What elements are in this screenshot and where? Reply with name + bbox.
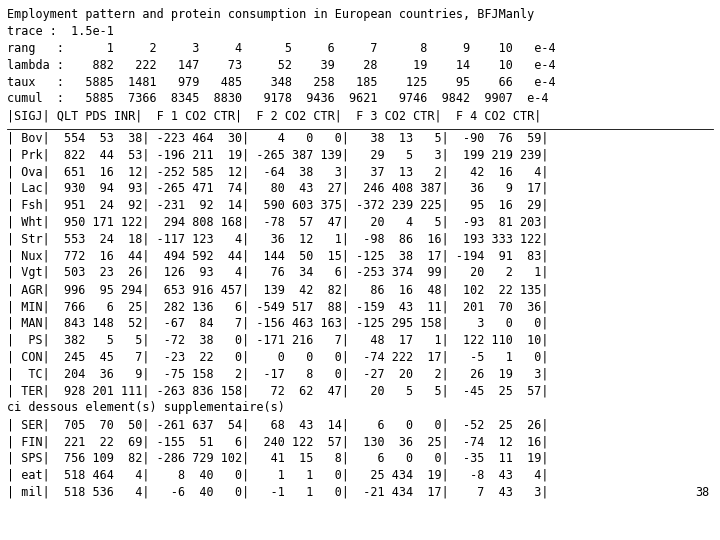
Text: trace :  1.5e-1: trace : 1.5e-1 xyxy=(7,25,114,38)
Text: | eat|  518 464   4|    8  40   0|    1   1   0|   25 434  19|   -8  43   4|: | eat| 518 464 4| 8 40 0| 1 1 0| 25 434 … xyxy=(7,469,549,482)
Text: | Vgt|  503  23  26|  126  93   4|   76  34   6| -253 374  99|   20   2   1|: | Vgt| 503 23 26| 126 93 4| 76 34 6| -25… xyxy=(7,266,549,279)
Text: | Wht|  950 171 122|  294 808 168|  -78  57  47|   20   4   5|  -93  81 203|: | Wht| 950 171 122| 294 808 168| -78 57 … xyxy=(7,215,549,228)
Text: | CON|  245  45   7|  -23  22   0|    0   0   0|  -74 222  17|   -5   1   0|: | CON| 245 45 7| -23 22 0| 0 0 0| -74 22… xyxy=(7,350,549,363)
Text: | TER|  928 201 111| -263 836 158|   72  62  47|   20   5   5|  -45  25  57|: | TER| 928 201 111| -263 836 158| 72 62 … xyxy=(7,384,549,397)
Text: |  TC|  204  36   9|  -75 158   2|  -17   8   0|  -27  20   2|   26  19   3|: | TC| 204 36 9| -75 158 2| -17 8 0| -27 … xyxy=(7,368,549,381)
Text: | AGR|  996  95 294|  653 916 457|  139  42  82|   86  16  48|  102  22 135|: | AGR| 996 95 294| 653 916 457| 139 42 8… xyxy=(7,283,549,296)
Text: | Nux|  772  16  44|  494 592  44|  144  50  15| -125  38  17| -194  91  83|: | Nux| 772 16 44| 494 592 44| 144 50 15|… xyxy=(7,249,549,262)
Text: | SPS|  756 109  82| -286 729 102|   41  15   8|    6   0   0|  -35  11  19|: | SPS| 756 109 82| -286 729 102| 41 15 8… xyxy=(7,452,549,465)
Text: Employment pattern and protein consumption in European countries, BFJManly: Employment pattern and protein consumpti… xyxy=(7,8,534,21)
Text: | Fsh|  951  24  92| -231  92  14|  590 603 375| -372 239 225|   95  16  29|: | Fsh| 951 24 92| -231 92 14| 590 603 37… xyxy=(7,199,549,212)
Text: cumul  :   5885  7366  8345  8830   9178  9436  9621   9746  9842  9907  e-4: cumul : 5885 7366 8345 8830 9178 9436 96… xyxy=(7,92,549,105)
Text: | MIN|  766   6  25|  282 136   6| -549 517  88| -159  43  11|  201  70  36|: | MIN| 766 6 25| 282 136 6| -549 517 88|… xyxy=(7,300,549,313)
Text: | Str|  553  24  18| -117 123   4|   36  12   1|  -98  86  16|  193 333 122|: | Str| 553 24 18| -117 123 4| 36 12 1| -… xyxy=(7,233,549,246)
Text: ci dessous element(s) supplementaire(s): ci dessous element(s) supplementaire(s) xyxy=(7,401,285,414)
Text: | mil|  518 536   4|   -6  40   0|   -1   1   0|  -21 434  17|    7  43   3|: | mil| 518 536 4| -6 40 0| -1 1 0| -21 4… xyxy=(7,485,549,498)
Text: | Lac|  930  94  93| -265 471  74|   80  43  27|  246 408 387|   36   9  17|: | Lac| 930 94 93| -265 471 74| 80 43 27|… xyxy=(7,182,549,195)
Text: lambda :    882   222   147    73     52    39    28     19    14    10   e-4: lambda : 882 222 147 73 52 39 28 19 14 1… xyxy=(7,59,556,72)
Text: taux   :   5885  1481   979   485    348   258   185    125    95    66   e-4: taux : 5885 1481 979 485 348 258 185 125… xyxy=(7,76,556,89)
Text: | FIN|  221  22  69| -155  51   6|  240 122  57|  130  36  25|  -74  12  16|: | FIN| 221 22 69| -155 51 6| 240 122 57|… xyxy=(7,435,549,448)
Text: rang   :      1     2     3     4      5     6     7      8     9    10   e-4: rang : 1 2 3 4 5 6 7 8 9 10 e-4 xyxy=(7,42,556,55)
Text: | Prk|  822  44  53| -196 211  19| -265 387 139|   29   5   3|  199 219 239|: | Prk| 822 44 53| -196 211 19| -265 387 … xyxy=(7,148,549,161)
Text: 38: 38 xyxy=(695,485,709,498)
Text: |SIGJ| QLT PDS INR|  F 1 CO2 CTR|  F 2 CO2 CTR|  F 3 CO2 CTR|  F 4 CO2 CTR|: |SIGJ| QLT PDS INR| F 1 CO2 CTR| F 2 CO2… xyxy=(7,109,541,123)
Text: |  PS|  382   5   5|  -72  38   0| -171 216   7|   48  17   1|  122 110  10|: | PS| 382 5 5| -72 38 0| -171 216 7| 48 … xyxy=(7,334,549,347)
Text: | Bov|  554  53  38| -223 464  30|    4   0   0|   38  13   5|  -90  76  59|: | Bov| 554 53 38| -223 464 30| 4 0 0| 38… xyxy=(7,131,549,144)
Text: | MAN|  843 148  52|  -67  84   7| -156 463 163| -125 295 158|    3   0   0|: | MAN| 843 148 52| -67 84 7| -156 463 16… xyxy=(7,317,549,330)
Text: | SER|  705  70  50| -261 637  54|   68  43  14|    6   0   0|  -52  25  26|: | SER| 705 70 50| -261 637 54| 68 43 14|… xyxy=(7,418,549,431)
Text: | Ova|  651  16  12| -252 585  12|  -64  38   3|   37  13   2|   42  16   4|: | Ova| 651 16 12| -252 585 12| -64 38 3|… xyxy=(7,165,549,178)
